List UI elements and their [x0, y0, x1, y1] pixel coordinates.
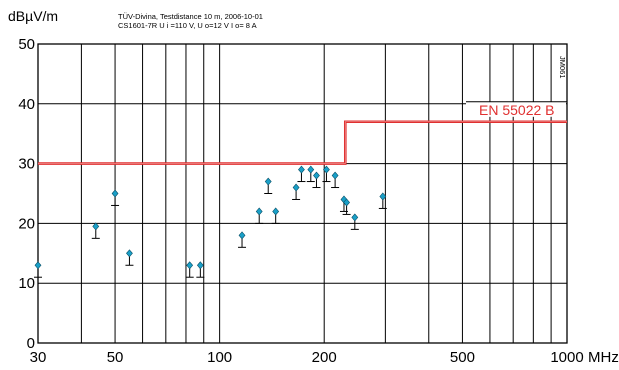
limit-label-bg [466, 101, 566, 117]
y-tick-label: 10 [18, 275, 35, 292]
data-point [351, 213, 359, 222]
data-point [298, 165, 305, 174]
data-point [92, 222, 100, 231]
data-point [307, 165, 315, 174]
x-unit-label: MHz [588, 349, 619, 366]
plot-frame [37, 43, 568, 344]
limit-name-label: EN 55022 B [479, 102, 555, 118]
x-tick-label: 100 [207, 349, 232, 366]
y-tick-label: 50 [18, 36, 35, 53]
y-tick-label: 0 [27, 335, 35, 352]
data-point [186, 261, 194, 270]
data-point [323, 165, 330, 174]
data-point [292, 183, 300, 192]
y-tick-label: 20 [18, 215, 35, 232]
data-point [111, 189, 119, 198]
x-tick-label: 1000 [550, 349, 583, 366]
data-point [379, 192, 387, 201]
y-axis-label: dBµV/m [8, 8, 58, 24]
y-tick-label: 40 [18, 96, 35, 113]
data-point [238, 231, 246, 240]
x-tick-label: 50 [107, 349, 124, 366]
data-point [126, 249, 133, 258]
data-point [331, 171, 339, 180]
y-tick-label: 30 [18, 156, 35, 173]
data-point [272, 207, 280, 216]
data-point [255, 207, 263, 216]
data-point [34, 261, 42, 270]
x-tick-label: 30 [30, 349, 47, 366]
chart-title-line-2: CS1601-7R U i =110 V, U o=12 V I o= 8 A [118, 21, 257, 30]
data-point [313, 171, 320, 180]
limit-line [38, 120, 567, 165]
x-tick-label: 500 [450, 349, 475, 366]
data-point [343, 198, 350, 207]
limit-line-highlight [38, 121, 567, 164]
data-point [264, 177, 272, 186]
x-tick-label: 200 [312, 349, 337, 366]
side-label: JM061 [558, 56, 567, 79]
chart-title-line-1: TÜV-Divina, Testdistance 10 m, 2006-10-0… [118, 12, 263, 21]
data-point [196, 261, 204, 270]
